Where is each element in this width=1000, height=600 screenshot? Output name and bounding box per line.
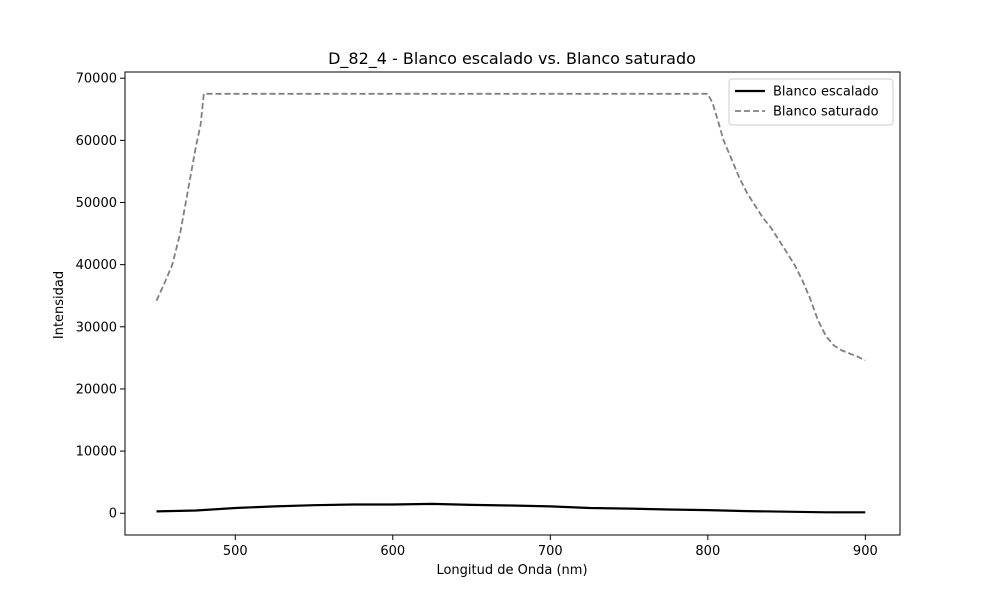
legend: Blanco escalado Blanco saturado bbox=[728, 78, 894, 126]
y-tick-label: 60000 bbox=[76, 134, 117, 149]
x-tick-label: 700 bbox=[538, 544, 563, 559]
y-axis-title: Intensidad bbox=[52, 271, 67, 339]
plot-area bbox=[155, 92, 866, 514]
y-tick-label: 30000 bbox=[76, 320, 117, 335]
legend-label-2: Blanco saturado bbox=[773, 105, 879, 120]
y-tick-label: 20000 bbox=[76, 382, 117, 397]
x-axis-title: Longitud de Onda (nm) bbox=[436, 563, 587, 578]
series-line-1 bbox=[156, 502, 866, 514]
axes: 500 600 700 800 900 0 10000 20000 30000 40000 5000… bbox=[76, 71, 901, 559]
legend-box bbox=[728, 78, 894, 126]
y-tick-label: 40000 bbox=[76, 258, 117, 273]
chart-title: D_82_4 - Blanco escalado vs. Blanco satu… bbox=[328, 49, 696, 69]
x-tick-label: 600 bbox=[380, 544, 405, 559]
y-tick-label: 50000 bbox=[76, 196, 117, 211]
y-tick-label: 70000 bbox=[76, 72, 117, 87]
x-tick-label: 900 bbox=[853, 544, 878, 559]
x-tick-label: 500 bbox=[223, 544, 248, 559]
series-line-2 bbox=[155, 92, 866, 362]
legend-label-1: Blanco escalado bbox=[773, 85, 879, 100]
y-tick-label: 0 bbox=[109, 507, 117, 522]
y-tick-label: 10000 bbox=[76, 445, 117, 460]
plot-frame bbox=[124, 71, 901, 536]
x-tick-label: 800 bbox=[695, 544, 720, 559]
